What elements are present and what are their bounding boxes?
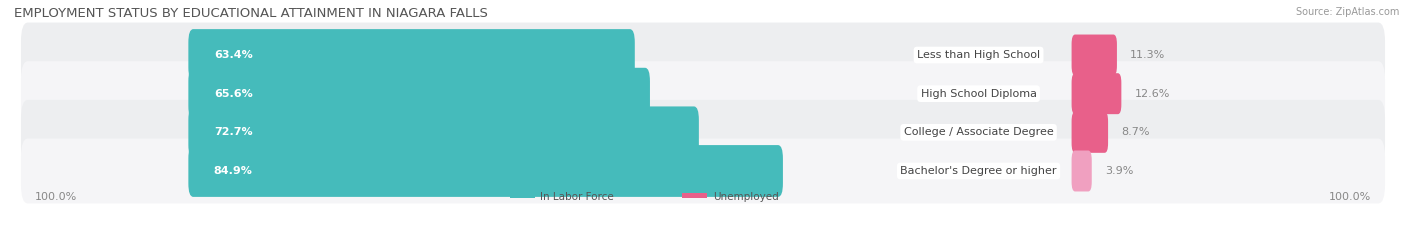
Text: 8.7%: 8.7%: [1121, 127, 1150, 137]
FancyBboxPatch shape: [188, 145, 783, 197]
Text: 84.9%: 84.9%: [214, 166, 253, 176]
FancyBboxPatch shape: [188, 68, 650, 120]
FancyBboxPatch shape: [188, 106, 699, 158]
Text: High School Diploma: High School Diploma: [921, 89, 1036, 99]
Text: 11.3%: 11.3%: [1130, 50, 1166, 60]
Text: Unemployed: Unemployed: [713, 192, 779, 202]
FancyBboxPatch shape: [1071, 151, 1091, 192]
Text: 12.6%: 12.6%: [1135, 89, 1170, 99]
FancyBboxPatch shape: [1071, 34, 1116, 75]
Text: 72.7%: 72.7%: [214, 127, 253, 137]
FancyBboxPatch shape: [21, 138, 1385, 203]
Text: EMPLOYMENT STATUS BY EDUCATIONAL ATTAINMENT IN NIAGARA FALLS: EMPLOYMENT STATUS BY EDUCATIONAL ATTAINM…: [14, 7, 488, 20]
Text: Less than High School: Less than High School: [917, 50, 1040, 60]
FancyBboxPatch shape: [510, 193, 534, 202]
Text: 63.4%: 63.4%: [214, 50, 253, 60]
FancyBboxPatch shape: [188, 29, 634, 81]
FancyBboxPatch shape: [1071, 112, 1108, 153]
FancyBboxPatch shape: [21, 100, 1385, 165]
Text: 100.0%: 100.0%: [35, 192, 77, 202]
Text: In Labor Force: In Labor Force: [540, 192, 614, 202]
Text: 65.6%: 65.6%: [214, 89, 253, 99]
FancyBboxPatch shape: [682, 193, 707, 202]
Text: College / Associate Degree: College / Associate Degree: [904, 127, 1053, 137]
FancyBboxPatch shape: [1071, 73, 1122, 114]
Text: 100.0%: 100.0%: [1329, 192, 1371, 202]
FancyBboxPatch shape: [21, 23, 1385, 88]
FancyBboxPatch shape: [21, 61, 1385, 126]
Text: Bachelor's Degree or higher: Bachelor's Degree or higher: [900, 166, 1057, 176]
Text: Source: ZipAtlas.com: Source: ZipAtlas.com: [1295, 7, 1399, 17]
Text: 3.9%: 3.9%: [1105, 166, 1133, 176]
